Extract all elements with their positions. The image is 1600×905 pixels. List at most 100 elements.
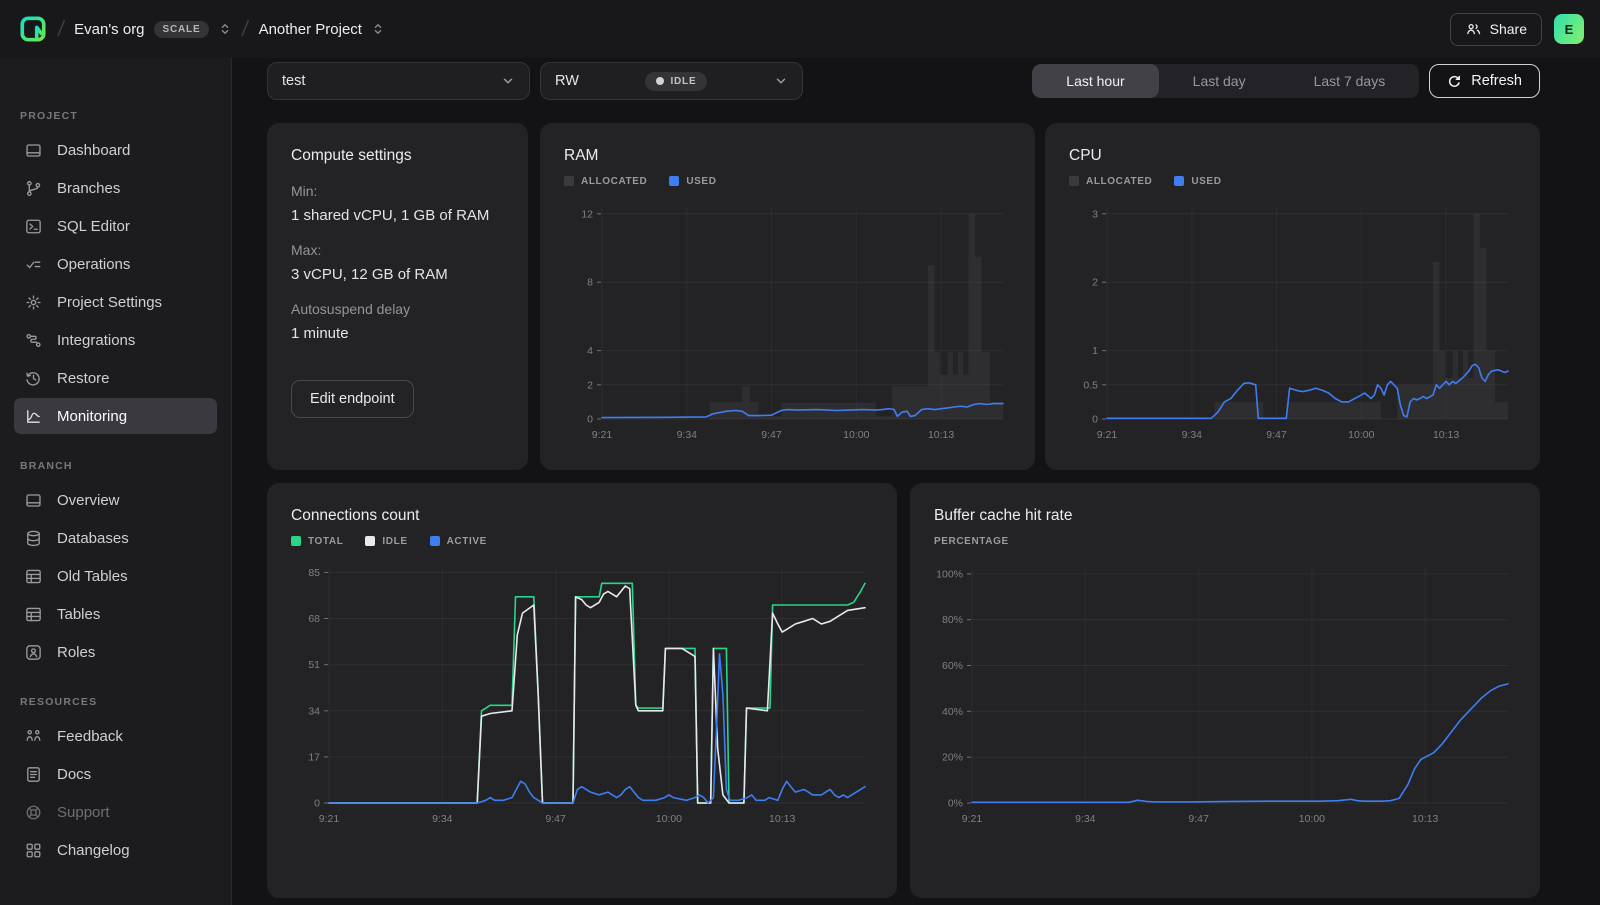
tab-last-day[interactable]: Last day: [1192, 73, 1246, 89]
legend-item-used: USED: [669, 176, 716, 187]
sidebar-item-label: Monitoring: [57, 407, 128, 425]
legend-item-active: ACTIVE: [429, 536, 487, 547]
sidebar-item-label: Overview: [57, 491, 120, 509]
svg-text:8: 8: [587, 277, 593, 289]
chart-unit-label: PERCENTAGE: [934, 535, 1009, 547]
time-range-tabs: Last hour Last day Last 7 days: [1032, 64, 1420, 98]
chevron-down-icon: [501, 74, 515, 88]
breadcrumb-org[interactable]: Evan's org SCALE: [74, 20, 232, 38]
breadcrumb-separator: /: [240, 16, 251, 41]
card-title: Buffer cache hit rate: [934, 507, 1073, 524]
svg-text:0.5: 0.5: [1083, 379, 1098, 391]
svg-text:9:34: 9:34: [1075, 813, 1096, 825]
sidebar-item-feedback[interactable]: Feedback: [14, 718, 217, 754]
sidebar-item-label: Docs: [57, 765, 92, 783]
plan-badge: SCALE: [153, 20, 210, 38]
sidebar-item-changelog[interactable]: Changelog: [14, 832, 217, 868]
svg-text:34: 34: [308, 705, 320, 717]
cpu-chart-svg: 9:21 9:34 9:47 10:00 10:13 0 0.5 1 2 3: [1083, 207, 1509, 441]
sidebar-item-monitoring[interactable]: Monitoring: [14, 398, 217, 434]
svg-text:10:00: 10:00: [1299, 813, 1325, 825]
cards-row-1: Compute settings Min: 1 shared vCPU, 1 G…: [267, 123, 1540, 470]
svg-text:9:21: 9:21: [319, 813, 340, 825]
avatar[interactable]: E: [1554, 14, 1584, 44]
avatar-initial: E: [1564, 21, 1574, 37]
svg-text:9:21: 9:21: [962, 813, 983, 825]
card-title: RAM: [564, 147, 599, 164]
sidebar-item-branches[interactable]: Branches: [14, 170, 217, 206]
breadcrumb-separator: /: [56, 16, 66, 41]
share-button[interactable]: Share: [1449, 12, 1542, 46]
legend-item-allocated: ALLOCATED: [564, 176, 647, 187]
svg-text:12: 12: [581, 208, 593, 220]
buffer-cache-chart-card: Buffer cache hit rate PERCENTAGE 9:21 9:3…: [910, 483, 1540, 898]
neon-logo[interactable]: [18, 14, 48, 44]
svg-text:20%: 20%: [942, 752, 963, 764]
sidebar-item-tables[interactable]: Tables: [14, 596, 217, 632]
sidebar-item-roles[interactable]: Roles: [14, 634, 217, 670]
sidebar-item-label: Changelog: [57, 841, 130, 859]
sidebar-item-databases[interactable]: Databases: [14, 520, 217, 556]
sidebar-item-support[interactable]: Support: [14, 794, 217, 830]
sidebar-item-restore[interactable]: Restore: [14, 360, 217, 396]
svg-text:10:00: 10:00: [1348, 429, 1374, 441]
cards-row-2: Connections count TOTAL IDLE ACTIVE 9:21 9:…: [267, 483, 1540, 898]
svg-text:0: 0: [1092, 414, 1098, 426]
edit-endpoint-button[interactable]: Edit endpoint: [291, 380, 414, 418]
svg-text:1: 1: [1092, 345, 1098, 357]
tab-last-hour[interactable]: Last hour: [1032, 64, 1159, 98]
endpoint-select[interactable]: RW IDLE: [540, 62, 803, 100]
sidebar-item-old-tables[interactable]: Old Tables: [14, 558, 217, 594]
sidebar-item-label: Project Settings: [57, 293, 163, 311]
sidebar-item-docs[interactable]: Docs: [14, 756, 217, 792]
integrations-icon: [24, 331, 43, 350]
sidebar-item-sql-editor[interactable]: SQL Editor: [14, 208, 217, 244]
sidebar-section-resources: RESOURCES: [20, 696, 98, 708]
status-dot: [656, 77, 665, 85]
status-badge: IDLE: [645, 71, 708, 91]
restore-icon: [24, 369, 43, 388]
tab-last-7-days[interactable]: Last 7 days: [1313, 73, 1386, 89]
sort-chevrons-icon[interactable]: [218, 21, 232, 37]
status-label: IDLE: [670, 75, 697, 87]
compute-settings-card: Compute settings Min: 1 shared vCPU, 1 G…: [267, 123, 528, 470]
dashboard-icon: [24, 141, 43, 160]
autosuspend-label: Autosuspend delay: [291, 301, 411, 317]
svg-text:85: 85: [308, 567, 320, 579]
sidebar-item-label: Dashboard: [57, 141, 131, 159]
sidebar-item-dashboard[interactable]: Dashboard: [14, 132, 217, 168]
sidebar-item-operations[interactable]: Operations: [14, 246, 217, 282]
breadcrumb-project[interactable]: Another Project: [259, 21, 385, 38]
svg-text:9:47: 9:47: [1266, 429, 1287, 441]
legend-item-idle: IDLE: [365, 536, 407, 547]
sidebar-item-integrations[interactable]: Integrations: [14, 322, 217, 358]
sidebar-item-label: Support: [57, 803, 110, 821]
sidebar-item-overview[interactable]: Overview: [14, 482, 217, 518]
sidebar-item-label: Branches: [57, 179, 121, 197]
branch-select[interactable]: test: [267, 62, 530, 100]
branches-icon: [24, 179, 43, 198]
operations-icon: [24, 255, 43, 274]
sidebar-item-label: Old Tables: [57, 567, 128, 585]
svg-text:9:47: 9:47: [761, 429, 782, 441]
org-name: Evan's org: [74, 20, 145, 38]
legend-item-allocated: ALLOCATED: [1069, 176, 1152, 187]
top-bar: / Evan's org SCALE / Another Project Sha…: [0, 0, 1600, 58]
refresh-button[interactable]: Refresh: [1429, 64, 1540, 98]
table-icon: [24, 567, 43, 586]
sort-chevrons-icon[interactable]: [371, 21, 385, 37]
svg-text:10:13: 10:13: [928, 429, 954, 441]
share-icon: [1465, 21, 1482, 38]
sidebar-item-project-settings[interactable]: Project Settings: [14, 284, 217, 320]
svg-text:0: 0: [314, 798, 320, 810]
docs-icon: [24, 765, 43, 784]
compute-min-label: Min:: [291, 183, 318, 199]
database-icon: [24, 529, 43, 548]
legend-item-total: TOTAL: [291, 536, 343, 547]
refresh-icon: [1447, 74, 1462, 89]
refresh-label: Refresh: [1471, 73, 1522, 89]
sidebar-item-label: Feedback: [57, 727, 123, 745]
svg-text:3: 3: [1092, 208, 1098, 220]
svg-text:60%: 60%: [942, 660, 963, 672]
sidebar: PROJECT Dashboard Branches SQL Editor Op…: [0, 58, 232, 905]
